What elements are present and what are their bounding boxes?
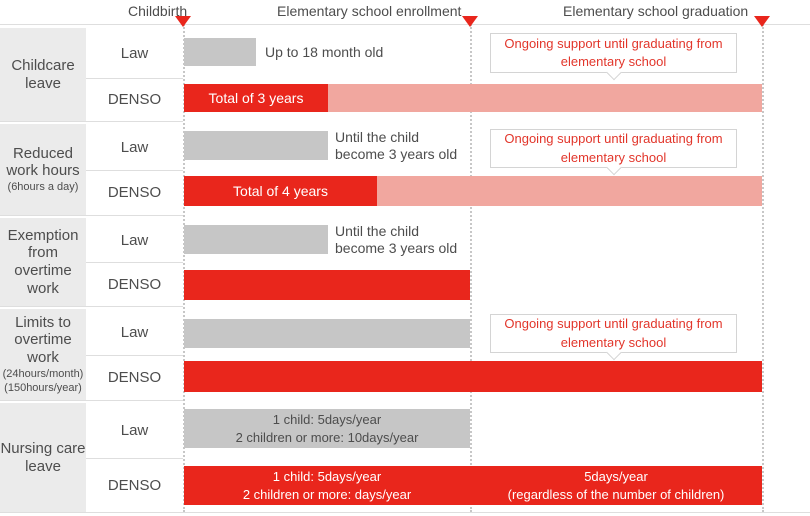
- group-sidebar-label: Reduced work hours (6hours a day): [0, 124, 86, 215]
- milestone-triangle-icon: [754, 16, 770, 27]
- milestone-triangle-icon: [462, 16, 478, 27]
- callout-text: Ongoing support until graduating from el…: [504, 316, 723, 350]
- bar-label: 1 child: 5days/year 2 children or more: d…: [184, 466, 470, 505]
- callout-text: Ongoing support until graduating from el…: [504, 131, 723, 165]
- row-divider: [86, 262, 183, 263]
- bar-annotation: Until the child become 3 years old: [335, 128, 458, 162]
- group-title: Childcare leave: [11, 56, 75, 92]
- group-sidebar-label: Childcare leave: [0, 28, 86, 121]
- row-divider: [86, 458, 183, 459]
- row-header-denso: DENSO: [86, 170, 183, 215]
- group-subtitle: (150hours/year): [4, 382, 82, 395]
- group-subtitle: (24hours/month): [2, 367, 84, 380]
- text-line: 1 child: 5days/year: [272, 469, 382, 485]
- group-sidebar-label: Exemption from overtime work: [0, 218, 86, 306]
- callout-text: Ongoing support until graduating from el…: [504, 35, 723, 69]
- row-header-law: Law: [86, 218, 183, 262]
- milestone-dotted-line: [470, 24, 472, 512]
- law-bar: 1 child: 5days/year 2 children or more: 1…: [184, 409, 470, 448]
- row-header-law: Law: [86, 124, 183, 170]
- row-header-law: Law: [86, 28, 183, 78]
- row-header-law: Law: [86, 309, 183, 355]
- callout-box: Ongoing support until graduating from el…: [490, 129, 737, 168]
- bottom-rule: [0, 512, 810, 513]
- text-line: 2 children or more: days/year: [242, 486, 412, 502]
- group-title: Reduced work hours: [6, 144, 80, 180]
- text-line: Until the child: [335, 222, 420, 239]
- group-divider: [0, 215, 183, 216]
- denso-bar: [184, 270, 470, 300]
- bar-label: 1 child: 5days/year 2 children or more: 1…: [236, 409, 419, 448]
- text-line: 1 child: 5days/year: [272, 412, 382, 428]
- row-header-law: Law: [86, 403, 183, 458]
- row-divider: [86, 170, 183, 171]
- milestone-label: Elementary school enrollment: [277, 3, 462, 19]
- milestone-triangle-icon: [175, 16, 191, 27]
- denso-extension-bar: [328, 84, 762, 112]
- row-divider: [86, 355, 183, 356]
- law-bar: [184, 131, 328, 160]
- row-header-denso: DENSO: [86, 262, 183, 306]
- text-line: Until the child: [335, 128, 420, 145]
- bar-annotation: Up to 18 month old: [265, 38, 383, 66]
- group-divider: [0, 121, 183, 122]
- law-bar: [184, 319, 470, 348]
- group-subtitle: (6hours a day): [7, 181, 79, 194]
- denso-bar: Total of 3 years: [184, 84, 328, 112]
- bar-label: 5days/year (regardless of the number of c…: [470, 466, 762, 505]
- group-title: Limits to overtime work: [14, 313, 72, 367]
- denso-bar: [184, 361, 762, 392]
- text-line: 5days/year: [584, 469, 648, 485]
- milestone-label: Elementary school graduation: [563, 3, 749, 19]
- callout-box: Ongoing support until graduating from el…: [490, 314, 737, 353]
- row-header-denso: DENSO: [86, 355, 183, 400]
- milestone-dotted-line: [762, 24, 764, 512]
- group-sidebar-label: Limits to overtime work (24hours/month) (1…: [0, 309, 86, 400]
- milestone-label: Childbirth: [128, 3, 188, 19]
- text-line: become 3 years old: [335, 145, 458, 162]
- bar-label: Total of 4 years: [233, 183, 328, 199]
- denso-bar: [184, 466, 762, 505]
- bar-label: Total of 3 years: [208, 90, 304, 106]
- group-title: Exemption from overtime work: [7, 226, 79, 297]
- denso-bar: Total of 4 years: [184, 176, 377, 206]
- text-line: 2 children or more: 10days/year: [235, 429, 419, 445]
- text-line: become 3 years old: [335, 239, 458, 256]
- group-title: Nursing care leave: [0, 439, 86, 475]
- denso-extension-bar: [377, 176, 762, 206]
- milestone-dotted-line: [183, 24, 185, 512]
- bar-annotation: Until the child become 3 years old: [335, 222, 458, 256]
- group-sidebar-label: Nursing care leave: [0, 403, 86, 512]
- law-bar: [184, 38, 256, 66]
- row-divider: [86, 78, 183, 79]
- text-line: (regardless of the number of children): [507, 486, 725, 502]
- row-header-denso: DENSO: [86, 78, 183, 121]
- callout-box: Ongoing support until graduating from el…: [490, 33, 737, 73]
- group-divider: [0, 400, 183, 401]
- text-line: Up to 18 month old: [265, 43, 384, 60]
- law-bar: [184, 225, 328, 254]
- row-header-denso: DENSO: [86, 458, 183, 512]
- header-rule: [0, 24, 810, 25]
- group-divider: [0, 306, 183, 307]
